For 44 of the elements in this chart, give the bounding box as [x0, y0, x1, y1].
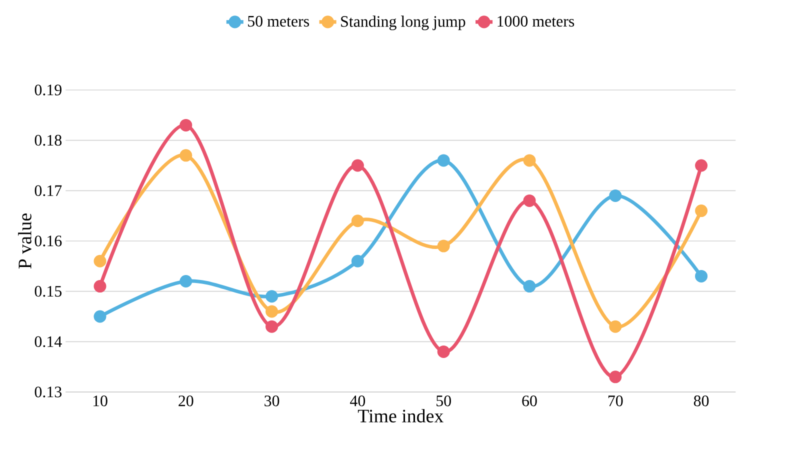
- point: [266, 320, 278, 333]
- point: [695, 204, 708, 218]
- x-tick-label: 80: [694, 396, 709, 406]
- x-tick-label: 50: [436, 396, 451, 406]
- point: [437, 240, 450, 252]
- y-axis-title: P value: [18, 214, 32, 269]
- point: [351, 159, 364, 172]
- y-tick-label: 0.18: [34, 134, 62, 146]
- point: [437, 345, 450, 358]
- y-tick-label: 0.19: [34, 84, 62, 96]
- point: [523, 154, 536, 167]
- legend-label: 50 meters: [248, 16, 309, 27]
- point: [523, 280, 536, 293]
- x-tick-label: 30: [264, 396, 280, 406]
- x-tick-label: 20: [178, 396, 194, 406]
- x-tick-label: 60: [522, 396, 537, 406]
- point: [351, 254, 364, 268]
- point: [180, 118, 192, 132]
- point: [94, 310, 106, 323]
- point: [351, 214, 364, 228]
- point: [437, 154, 450, 167]
- y-tick-label: 0.13: [34, 386, 62, 398]
- x-tick-label: 40: [350, 396, 366, 406]
- y-tick-label: 0.17: [34, 185, 62, 196]
- point: [695, 270, 708, 282]
- point: [180, 149, 192, 162]
- point: [609, 370, 622, 384]
- point: [266, 290, 278, 303]
- x-axis-title: Time index: [358, 409, 444, 422]
- x-tick-label: 70: [608, 396, 623, 406]
- point: [695, 159, 708, 172]
- point: [609, 320, 622, 333]
- point: [94, 280, 106, 293]
- point: [180, 275, 192, 288]
- x-tick-label: 10: [93, 396, 108, 406]
- point: [266, 305, 278, 318]
- y-tick-label: 0.16: [34, 236, 62, 246]
- point: [523, 194, 536, 207]
- point: [94, 254, 106, 268]
- y-tick-label: 0.15: [34, 286, 62, 297]
- legend-label: 1000 meters: [498, 16, 574, 27]
- point: [609, 189, 622, 202]
- y-tick-label: 0.14: [34, 336, 62, 348]
- legend-label: Standing long jump: [341, 16, 466, 30]
